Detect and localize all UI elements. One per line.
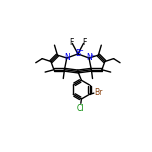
- Text: B: B: [75, 48, 80, 57]
- Text: +: +: [89, 53, 95, 58]
- Text: −: −: [77, 48, 83, 54]
- Text: F: F: [69, 38, 74, 47]
- Text: F: F: [82, 38, 86, 47]
- Text: Cl: Cl: [77, 104, 85, 112]
- Text: N: N: [64, 53, 70, 62]
- Text: Br: Br: [94, 88, 102, 97]
- Text: N: N: [86, 53, 92, 62]
